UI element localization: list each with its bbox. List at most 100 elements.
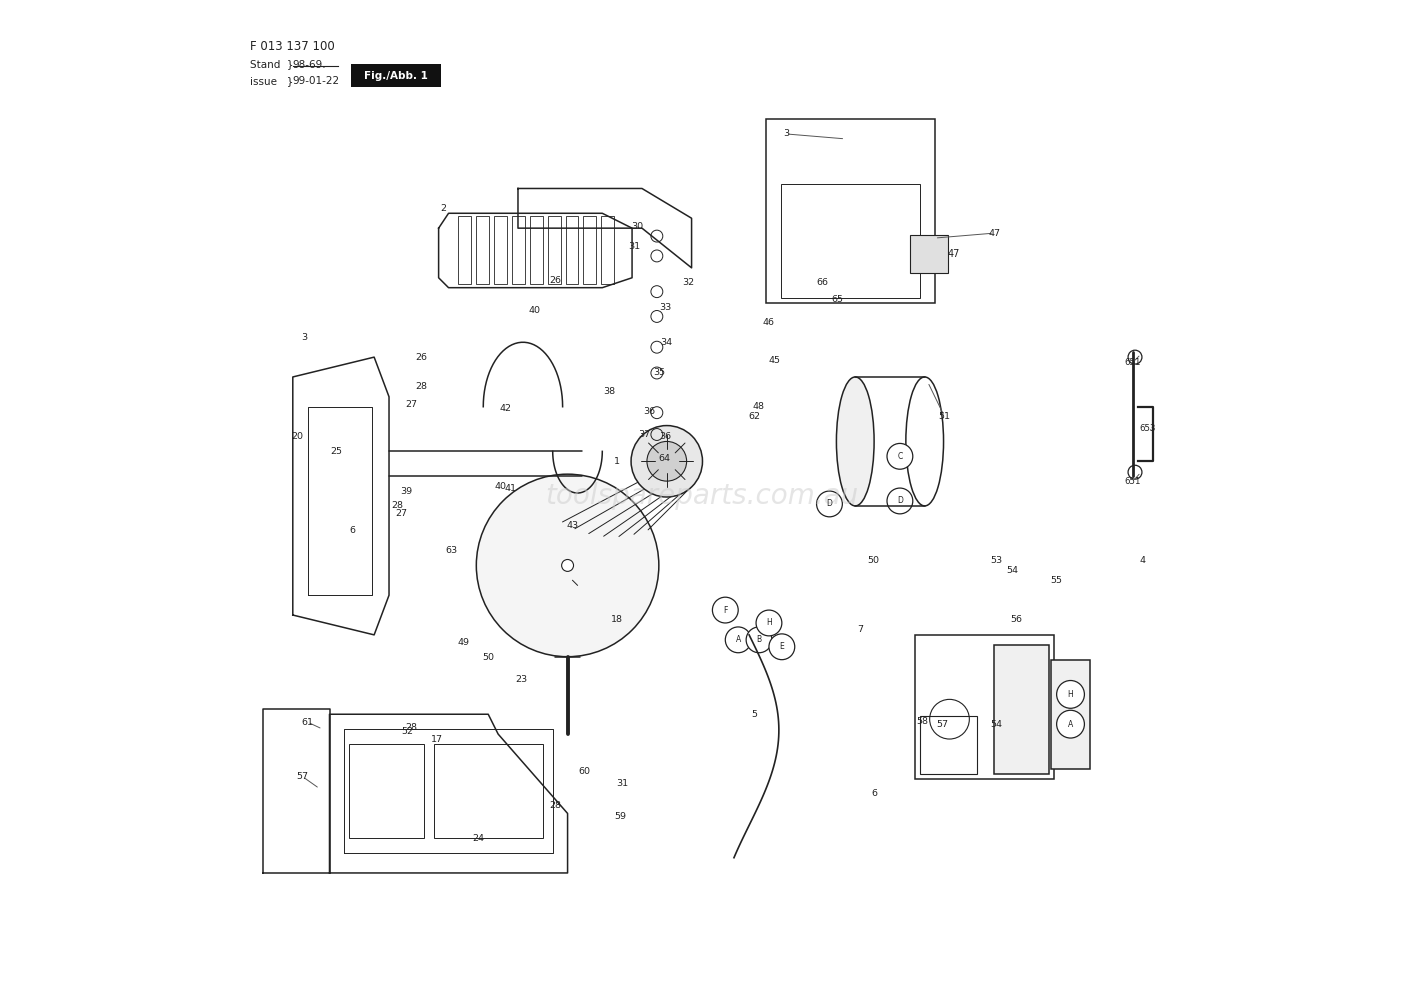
Bar bbox=[459, 216, 471, 284]
Text: 25: 25 bbox=[331, 446, 342, 456]
Text: 49: 49 bbox=[457, 638, 470, 648]
Text: 59: 59 bbox=[615, 811, 626, 821]
Text: 36: 36 bbox=[659, 432, 671, 441]
Bar bbox=[766, 119, 934, 303]
Circle shape bbox=[713, 597, 738, 623]
Text: 653: 653 bbox=[1139, 424, 1156, 434]
Text: 6: 6 bbox=[349, 526, 355, 536]
Text: 99-01-22: 99-01-22 bbox=[293, 76, 340, 86]
Text: 65: 65 bbox=[832, 295, 843, 305]
Text: 20: 20 bbox=[292, 432, 304, 441]
Text: 18: 18 bbox=[612, 615, 623, 625]
Text: 45: 45 bbox=[769, 355, 781, 365]
Text: 40: 40 bbox=[494, 481, 506, 491]
Text: 27: 27 bbox=[405, 400, 417, 410]
Text: A: A bbox=[1068, 719, 1073, 729]
Text: 3: 3 bbox=[783, 129, 788, 139]
Text: 24: 24 bbox=[473, 833, 484, 843]
Circle shape bbox=[887, 488, 913, 514]
Text: 63: 63 bbox=[446, 546, 457, 556]
Bar bbox=[530, 216, 543, 284]
Text: H: H bbox=[1068, 689, 1073, 699]
Circle shape bbox=[1128, 350, 1142, 364]
Text: toolspareparts.com.au: toolspareparts.com.au bbox=[544, 482, 859, 510]
Text: 30: 30 bbox=[631, 221, 643, 231]
Circle shape bbox=[1056, 710, 1085, 738]
Text: C: C bbox=[898, 451, 902, 461]
Text: 42: 42 bbox=[499, 404, 511, 414]
Text: 651: 651 bbox=[1125, 476, 1141, 486]
Bar bbox=[602, 216, 615, 284]
Text: 6: 6 bbox=[871, 789, 877, 799]
Text: 28: 28 bbox=[550, 801, 561, 810]
Text: 55: 55 bbox=[1051, 575, 1062, 585]
Text: 98-69.: 98-69. bbox=[293, 60, 327, 69]
Text: 62: 62 bbox=[748, 412, 760, 422]
Text: 28: 28 bbox=[391, 501, 403, 511]
Text: 41: 41 bbox=[504, 483, 516, 493]
Bar bbox=[547, 216, 561, 284]
Text: 32: 32 bbox=[682, 278, 694, 288]
Text: 34: 34 bbox=[659, 337, 672, 347]
Bar bbox=[565, 216, 578, 284]
Text: 39: 39 bbox=[400, 486, 412, 496]
Bar bbox=[995, 645, 1048, 774]
Text: 31: 31 bbox=[629, 241, 640, 251]
Text: Stand  }: Stand } bbox=[250, 60, 293, 69]
Circle shape bbox=[1056, 681, 1085, 708]
Bar bbox=[584, 216, 596, 284]
Text: 56: 56 bbox=[1010, 615, 1021, 625]
Bar bbox=[781, 184, 920, 298]
Text: 64: 64 bbox=[659, 453, 671, 463]
Circle shape bbox=[725, 627, 751, 653]
Text: 54: 54 bbox=[1006, 565, 1019, 575]
Ellipse shape bbox=[836, 377, 874, 506]
Bar bbox=[915, 635, 1054, 779]
Text: 26: 26 bbox=[550, 276, 561, 286]
Text: 1: 1 bbox=[615, 456, 620, 466]
Text: H: H bbox=[766, 618, 772, 628]
Bar bbox=[494, 216, 506, 284]
Bar bbox=[512, 216, 525, 284]
Circle shape bbox=[769, 634, 794, 660]
Text: issue   }: issue } bbox=[250, 76, 293, 86]
Text: 5: 5 bbox=[751, 709, 758, 719]
Text: 52: 52 bbox=[401, 726, 412, 736]
Text: 4: 4 bbox=[1141, 556, 1146, 565]
Circle shape bbox=[561, 559, 574, 571]
Text: 57: 57 bbox=[937, 719, 948, 729]
Bar bbox=[476, 216, 490, 284]
Text: 58: 58 bbox=[916, 716, 929, 726]
Text: F: F bbox=[723, 605, 728, 615]
Circle shape bbox=[476, 474, 659, 657]
Text: 54: 54 bbox=[991, 719, 1002, 729]
Circle shape bbox=[756, 610, 781, 636]
Text: 36: 36 bbox=[643, 407, 655, 417]
Circle shape bbox=[746, 627, 772, 653]
Text: 46: 46 bbox=[763, 317, 774, 327]
Text: 47: 47 bbox=[947, 249, 960, 259]
Text: 50: 50 bbox=[867, 556, 880, 565]
Circle shape bbox=[817, 491, 842, 517]
Text: 23: 23 bbox=[515, 675, 528, 684]
Circle shape bbox=[647, 441, 686, 481]
Text: D: D bbox=[826, 499, 832, 509]
Text: 66: 66 bbox=[817, 278, 829, 288]
Text: 7: 7 bbox=[857, 625, 863, 635]
Text: 28: 28 bbox=[405, 722, 417, 732]
Text: 38: 38 bbox=[603, 387, 616, 397]
Text: 27: 27 bbox=[394, 509, 407, 519]
Bar bbox=[349, 744, 424, 838]
Text: 35: 35 bbox=[652, 368, 665, 378]
Text: F 013 137 100: F 013 137 100 bbox=[250, 40, 335, 53]
Bar bbox=[434, 744, 543, 838]
Text: 17: 17 bbox=[431, 734, 442, 744]
Text: 50: 50 bbox=[483, 653, 494, 663]
Text: 2: 2 bbox=[441, 203, 446, 213]
Text: Fig./Abb. 1: Fig./Abb. 1 bbox=[363, 70, 428, 81]
Text: 26: 26 bbox=[415, 352, 428, 362]
Text: D: D bbox=[897, 496, 904, 506]
Text: 51: 51 bbox=[939, 412, 951, 422]
Text: 57: 57 bbox=[296, 772, 309, 782]
Bar bbox=[920, 716, 978, 774]
